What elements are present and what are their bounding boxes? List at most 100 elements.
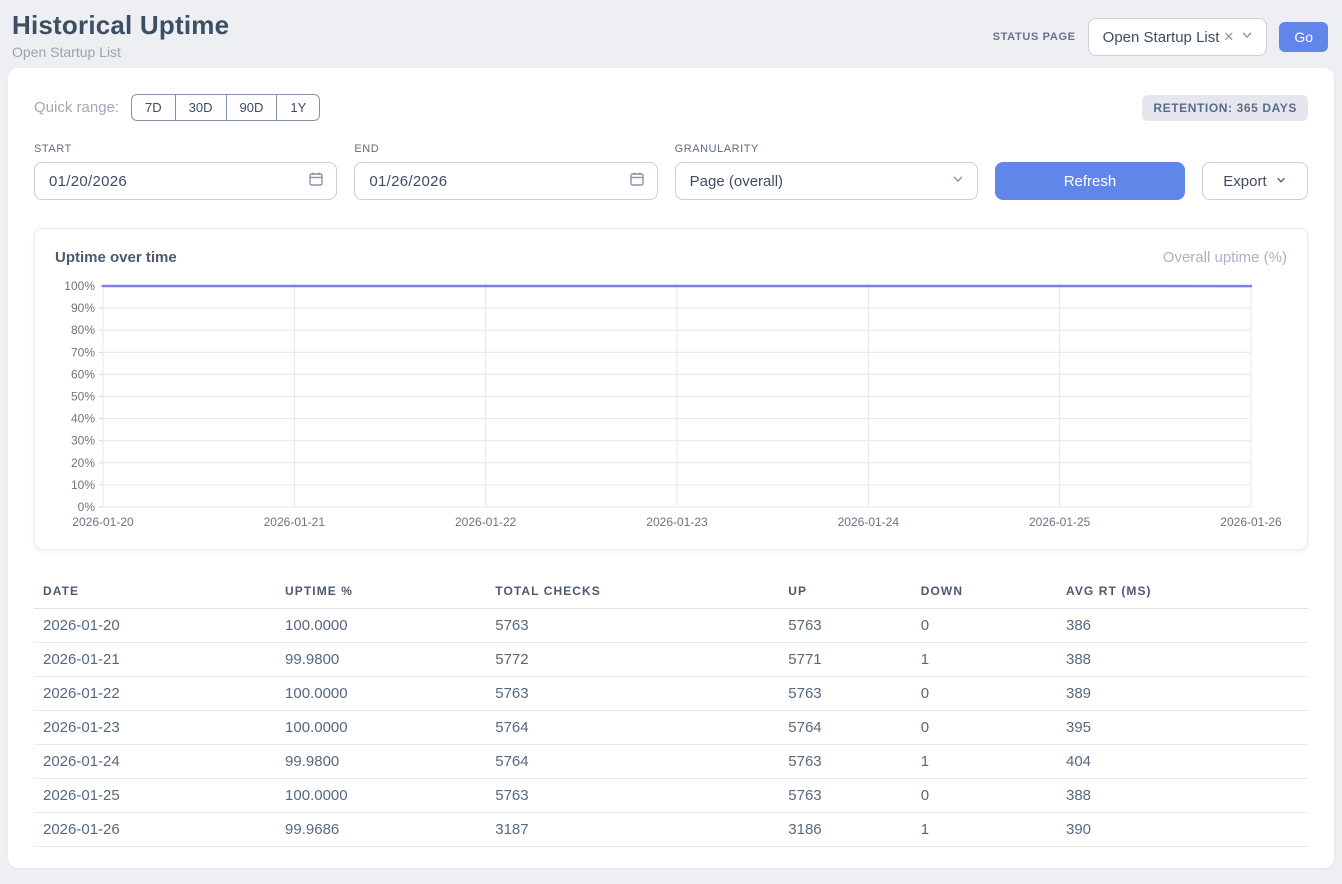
y-axis-tick-label: 20% bbox=[71, 456, 95, 470]
table-cell: 2026-01-24 bbox=[34, 744, 277, 779]
export-button-label: Export bbox=[1223, 172, 1267, 190]
table-row: 2026-01-23 100.0000 5764 5764 0 395 bbox=[34, 710, 1308, 745]
table-cell: 99.9686 bbox=[276, 812, 487, 847]
go-button[interactable]: Go bbox=[1279, 22, 1328, 52]
uptime-table: DATE UPTIME % TOTAL CHECKS UP DOWN AVG RT (MS… bbox=[34, 574, 1308, 847]
column-header: UP bbox=[779, 574, 912, 609]
status-page-select[interactable]: Open Startup List ✕ bbox=[1087, 18, 1268, 56]
table-cell: 5763 bbox=[779, 778, 912, 813]
granularity-selected-value: Page (overall) bbox=[689, 172, 784, 190]
y-axis-tick-label: 10% bbox=[71, 478, 95, 492]
chart-legend-label: Overall uptime (%) bbox=[1162, 249, 1287, 266]
table-header-row: DATE UPTIME % TOTAL CHECKS UP DOWN AVG RT (MS… bbox=[34, 574, 1308, 609]
table-cell: 395 bbox=[1056, 710, 1308, 745]
x-axis-tick-label: 2026-01-22 bbox=[455, 515, 517, 529]
retention-badge: RETENTION: 365 DAYS bbox=[1142, 94, 1308, 121]
table-cell: 389 bbox=[1056, 676, 1308, 711]
granularity-label: GRANULARITY bbox=[674, 143, 759, 155]
table-cell: 0 bbox=[911, 710, 1057, 745]
table-row: 2026-01-20 100.0000 5763 5763 0 386 bbox=[34, 608, 1308, 643]
y-axis-tick-label: 90% bbox=[71, 301, 95, 315]
y-axis-tick-label: 0% bbox=[78, 500, 96, 514]
table-cell: 5763 bbox=[779, 676, 912, 711]
table-cell: 2026-01-26 bbox=[34, 812, 277, 847]
table-cell: 1 bbox=[911, 812, 1057, 847]
table-row: 2026-01-26 99.9686 3187 3186 1 390 bbox=[34, 812, 1308, 847]
table-cell: 5763 bbox=[486, 778, 780, 813]
table-cell: 1 bbox=[911, 642, 1057, 677]
y-axis-tick-label: 50% bbox=[71, 390, 95, 404]
chart-svg: 0% 10% 20% 30% 40% 50% 60% 70% 80% 90% 100% 2026-01… bbox=[64, 279, 1282, 529]
table-cell: 2026-01-20 bbox=[34, 608, 277, 643]
clear-selection-icon[interactable]: ✕ bbox=[1223, 29, 1235, 44]
table-cell: 390 bbox=[1056, 812, 1308, 847]
uptime-chart: 0% 10% 20% 30% 40% 50% 60% 70% 80% 90% 100% 2026-01… bbox=[55, 276, 1287, 539]
y-axis-tick-label: 40% bbox=[71, 412, 95, 426]
table-cell: 99.9800 bbox=[276, 642, 487, 677]
x-axis-tick-label: 2026-01-20 bbox=[72, 515, 134, 529]
table-cell: 0 bbox=[911, 676, 1057, 711]
end-date-input[interactable]: 01/26/2026 bbox=[354, 162, 658, 200]
table-cell: 388 bbox=[1056, 778, 1308, 813]
table-cell: 100.0000 bbox=[276, 778, 487, 813]
page-title: Historical Uptime bbox=[12, 10, 230, 40]
export-button[interactable]: Export bbox=[1201, 162, 1308, 200]
table-row: 2026-01-22 100.0000 5763 5763 0 389 bbox=[34, 676, 1308, 711]
table-cell: 1 bbox=[911, 744, 1057, 779]
x-axis-tick-label: 2026-01-24 bbox=[838, 515, 900, 529]
chevron-down-icon bbox=[1240, 28, 1254, 46]
x-axis-tick-label: 2026-01-23 bbox=[646, 515, 708, 529]
table-cell: 2026-01-22 bbox=[34, 676, 277, 711]
column-header: DATE bbox=[34, 574, 277, 609]
table-cell: 5763 bbox=[486, 676, 780, 711]
quick-range-button-7d[interactable]: 7D bbox=[131, 94, 176, 121]
start-date-field-group: START 01/20/2026 bbox=[34, 143, 338, 200]
page-heading-group: Historical Uptime Open Startup List bbox=[12, 10, 229, 60]
quick-range-button-30d[interactable]: 30D bbox=[174, 94, 227, 121]
table-cell: 404 bbox=[1056, 744, 1308, 779]
refresh-button[interactable]: Refresh bbox=[994, 162, 1185, 200]
quick-range-group: 7D 30D 90D 1Y bbox=[131, 94, 321, 121]
table-cell: 5764 bbox=[779, 710, 912, 745]
calendar-icon[interactable] bbox=[308, 171, 324, 191]
y-axis-tick-label: 80% bbox=[71, 323, 95, 337]
column-header: AVG RT (MS) bbox=[1056, 574, 1308, 609]
column-header: TOTAL CHECKS bbox=[486, 574, 780, 609]
x-axis-tick-label: 2026-01-26 bbox=[1220, 515, 1282, 529]
calendar-icon[interactable] bbox=[629, 171, 645, 191]
y-axis-tick-label: 60% bbox=[71, 367, 95, 381]
status-page-selected-value: Open Startup List bbox=[1102, 28, 1220, 46]
quick-range-button-1y[interactable]: 1Y bbox=[276, 94, 321, 121]
uptime-chart-card: Uptime over time Overall uptime (%) 0% 10… bbox=[34, 228, 1308, 550]
table-cell: 5764 bbox=[486, 710, 780, 745]
table-cell: 100.0000 bbox=[276, 608, 487, 643]
granularity-select[interactable]: Page (overall) bbox=[674, 162, 978, 200]
table-cell: 0 bbox=[911, 778, 1057, 813]
table-cell: 100.0000 bbox=[276, 676, 487, 711]
main-panel: Quick range: 7D 30D 90D 1Y RETENTION: 365 D… bbox=[8, 68, 1334, 868]
chevron-down-icon bbox=[951, 172, 965, 190]
start-date-input[interactable]: 01/20/2026 bbox=[34, 162, 338, 200]
table-cell: 5771 bbox=[779, 642, 912, 677]
page-subtitle: Open Startup List bbox=[12, 44, 121, 60]
quick-range-button-90d[interactable]: 90D bbox=[225, 94, 278, 121]
table-cell: 2026-01-25 bbox=[34, 778, 277, 813]
start-date-label: START bbox=[34, 143, 72, 155]
end-date-field-group: END 01/26/2026 bbox=[354, 143, 658, 200]
table-cell: 2026-01-21 bbox=[34, 642, 277, 677]
table-row: 2026-01-21 99.9800 5772 5771 1 388 bbox=[34, 642, 1308, 677]
y-axis-tick-label: 30% bbox=[71, 434, 95, 448]
filter-row: START 01/20/2026 END 01/26/2026 GRANULAR… bbox=[34, 143, 1308, 200]
table-cell: 5764 bbox=[486, 744, 780, 779]
table-cell: 5763 bbox=[779, 608, 912, 643]
end-date-label: END bbox=[354, 143, 380, 155]
x-axis-tick-label: 2026-01-25 bbox=[1029, 515, 1091, 529]
granularity-field-group: GRANULARITY Page (overall) bbox=[674, 143, 978, 200]
chart-header: Uptime over time Overall uptime (%) bbox=[55, 249, 1287, 266]
y-axis-tick-label: 100% bbox=[64, 279, 95, 293]
status-page-label: STATUS PAGE bbox=[992, 31, 1076, 43]
column-header: UPTIME % bbox=[276, 574, 487, 609]
y-axis-tick-label: 70% bbox=[71, 345, 95, 359]
table-cell: 5763 bbox=[486, 608, 780, 643]
start-date-value: 01/20/2026 bbox=[49, 172, 128, 190]
